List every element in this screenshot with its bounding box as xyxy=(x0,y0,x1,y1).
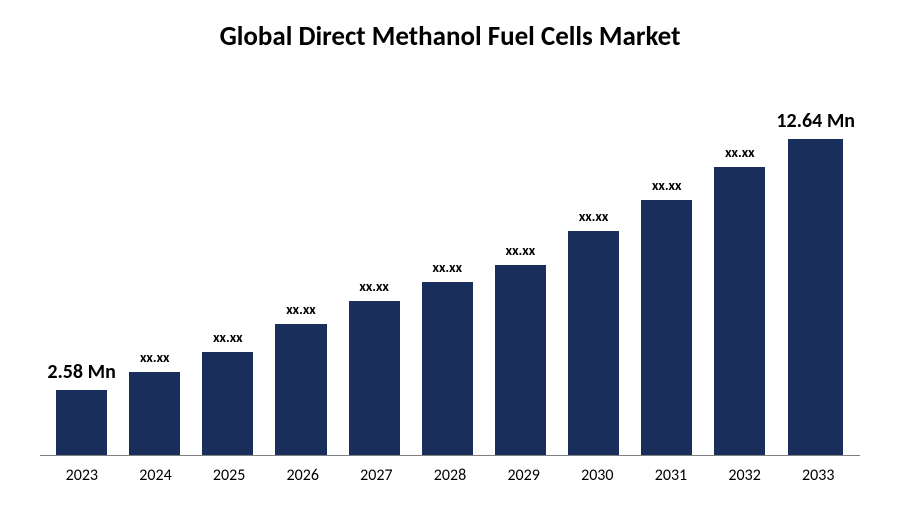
bar-value-label: xx.xx xyxy=(359,278,388,295)
bar xyxy=(568,231,619,455)
chart-title: Global Direct Methanol Fuel Cells Market xyxy=(40,20,860,53)
x-axis-tick: 2032 xyxy=(708,466,782,485)
x-axis-tick: 2033 xyxy=(781,466,855,485)
bar-value-label: xx.xx xyxy=(506,242,535,259)
bar xyxy=(641,200,692,455)
chart-container: Global Direct Methanol Fuel Cells Market… xyxy=(0,0,900,525)
bar-group: xx.xx xyxy=(338,83,411,455)
bar-group: 12.64 Mn xyxy=(776,83,855,455)
x-axis-tick: 2027 xyxy=(340,466,414,485)
x-axis-tick: 2030 xyxy=(560,466,634,485)
bar-value-label: 2.58 Mn xyxy=(47,360,116,384)
bar-value-label: xx.xx xyxy=(213,329,242,346)
plot-area: 2.58 Mn xx.xx xx.xx xx.xx xx.xx xx.xx xx.xx xx.… xyxy=(40,83,860,485)
bar xyxy=(56,390,107,455)
x-axis: 2023202420252026202720282029203020312032… xyxy=(40,466,860,485)
bar-value-label: xx.xx xyxy=(140,349,169,366)
bar xyxy=(129,372,180,455)
x-axis-tick: 2026 xyxy=(266,466,340,485)
bar-value-label: xx.xx xyxy=(652,177,681,194)
x-axis-tick: 2025 xyxy=(192,466,266,485)
x-axis-tick: 2028 xyxy=(413,466,487,485)
bar xyxy=(202,352,253,455)
bar xyxy=(788,139,843,455)
bar-group: xx.xx xyxy=(484,83,557,455)
bar-value-label: xx.xx xyxy=(725,144,754,161)
bar-value-label: xx.xx xyxy=(433,259,462,276)
bar-group: xx.xx xyxy=(191,83,264,455)
bar-value-label: xx.xx xyxy=(579,208,608,225)
bar-group: xx.xx xyxy=(264,83,337,455)
bar-value-label: 12.64 Mn xyxy=(776,109,855,133)
bars-area: 2.58 Mn xx.xx xx.xx xx.xx xx.xx xx.xx xx.xx xx.… xyxy=(40,83,860,456)
bar xyxy=(495,265,546,455)
bar-group: 2.58 Mn xyxy=(45,83,118,455)
x-axis-tick: 2029 xyxy=(487,466,561,485)
bar-group: xx.xx xyxy=(703,83,776,455)
bar-group: xx.xx xyxy=(118,83,191,455)
bar-group: xx.xx xyxy=(630,83,703,455)
x-axis-tick: 2024 xyxy=(119,466,193,485)
x-axis-tick: 2031 xyxy=(634,466,708,485)
x-axis-tick: 2023 xyxy=(45,466,119,485)
bar xyxy=(349,301,400,455)
bar-group: xx.xx xyxy=(411,83,484,455)
bar xyxy=(275,324,326,455)
bar xyxy=(422,282,473,455)
bar-group: xx.xx xyxy=(557,83,630,455)
bar-value-label: xx.xx xyxy=(286,301,315,318)
bar xyxy=(714,167,765,455)
